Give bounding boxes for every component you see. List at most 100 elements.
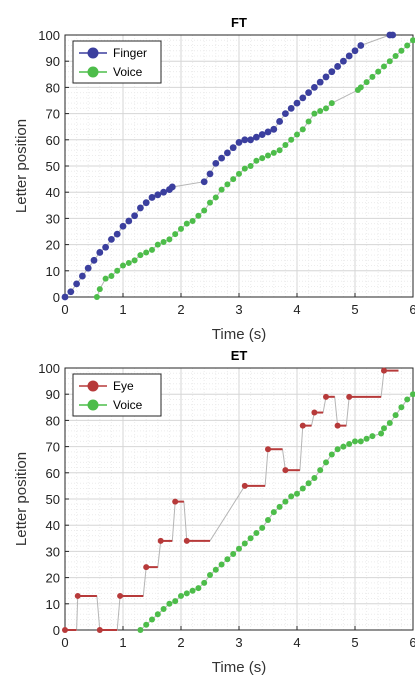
x-tick-label: 3: [235, 302, 242, 317]
y-tick-label: 70: [46, 107, 60, 122]
data-point: [282, 142, 288, 148]
y-tick-label: 30: [46, 211, 60, 226]
data-point: [323, 459, 329, 465]
data-point: [311, 84, 318, 91]
data-point: [73, 281, 80, 288]
data-point: [155, 611, 161, 617]
data-point: [358, 84, 364, 90]
y-tick-label: 80: [46, 413, 60, 428]
data-point: [85, 265, 92, 272]
data-point: [207, 572, 213, 578]
data-point: [282, 467, 288, 473]
data-point: [154, 191, 161, 198]
data-point: [317, 79, 324, 86]
data-point: [120, 263, 126, 269]
data-point: [172, 598, 178, 604]
data-point: [137, 205, 144, 212]
data-point: [75, 593, 81, 599]
data-point: [259, 131, 266, 138]
data-point: [161, 239, 167, 245]
data-point: [323, 74, 330, 81]
data-point: [184, 538, 190, 544]
x-tick-label: 0: [61, 635, 68, 650]
x-tick-label: 0: [61, 302, 68, 317]
data-point: [62, 627, 68, 633]
data-point: [288, 493, 294, 499]
data-point: [387, 58, 393, 64]
legend-label: Voice: [113, 65, 143, 79]
data-point: [369, 74, 375, 80]
data-point: [143, 199, 150, 206]
x-tick-label: 1: [119, 302, 126, 317]
data-point: [277, 147, 283, 153]
data-point: [305, 89, 312, 96]
data-point: [224, 556, 230, 562]
data-point: [213, 194, 219, 200]
x-tick-label: 6: [409, 302, 415, 317]
data-point: [207, 170, 214, 177]
y-tick-label: 60: [46, 466, 60, 481]
data-point: [137, 627, 143, 633]
y-tick-label: 90: [46, 54, 60, 69]
data-point: [288, 105, 295, 112]
data-point: [230, 144, 237, 151]
data-point: [340, 58, 347, 65]
data-point: [282, 110, 289, 117]
data-point: [387, 420, 393, 426]
data-point: [213, 567, 219, 573]
data-point: [184, 221, 190, 227]
data-point: [329, 100, 335, 106]
data-point: [248, 163, 254, 169]
data-point: [300, 486, 306, 492]
data-point: [169, 184, 176, 191]
x-axis-label: Time (s): [212, 326, 266, 343]
data-point: [108, 273, 114, 279]
data-point: [236, 139, 243, 146]
data-point: [340, 444, 346, 450]
data-point: [161, 606, 167, 612]
y-tick-label: 40: [46, 185, 60, 200]
data-point: [103, 276, 109, 282]
data-point: [207, 200, 213, 206]
data-point: [97, 627, 103, 633]
data-point: [282, 499, 288, 505]
data-point: [166, 601, 172, 607]
data-point: [149, 194, 156, 201]
data-point: [132, 257, 138, 263]
data-point: [190, 218, 196, 224]
data-point: [311, 410, 317, 416]
data-point: [381, 63, 387, 69]
y-tick-label: 40: [46, 518, 60, 533]
data-point: [247, 136, 254, 143]
data-point: [317, 467, 323, 473]
x-tick-label: 3: [235, 635, 242, 650]
data-point: [335, 423, 341, 429]
data-point: [242, 166, 248, 172]
data-point: [166, 236, 172, 242]
data-point: [294, 100, 301, 107]
chart-title: ET: [231, 348, 248, 363]
data-point: [126, 260, 132, 266]
y-tick-label: 50: [46, 159, 60, 174]
data-point: [306, 118, 312, 124]
data-point: [108, 236, 115, 243]
data-point: [117, 593, 123, 599]
data-point: [364, 79, 370, 85]
data-point: [294, 132, 300, 138]
data-point: [346, 394, 352, 400]
data-point: [328, 68, 335, 75]
data-point: [125, 218, 132, 225]
data-point: [357, 42, 364, 49]
data-point: [375, 69, 381, 75]
data-point: [201, 580, 207, 586]
legend-label: Eye: [113, 379, 134, 393]
data-point: [253, 158, 259, 164]
data-point: [346, 441, 352, 447]
data-point: [300, 423, 306, 429]
x-tick-label: 1: [119, 635, 126, 650]
data-point: [219, 187, 225, 193]
data-point: [381, 425, 387, 431]
data-point: [242, 483, 248, 489]
y-tick-label: 20: [46, 238, 60, 253]
